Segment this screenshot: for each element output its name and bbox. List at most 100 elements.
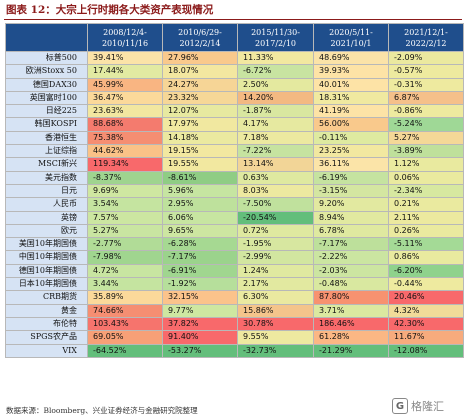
column-header: 2021/12/1- 2022/2/12	[388, 23, 464, 52]
value-cell: 2.17%	[237, 277, 314, 292]
value-cell: 19.15%	[162, 144, 238, 159]
value-cell: 3.71%	[313, 303, 389, 318]
row-label: 英镑	[5, 210, 88, 225]
row-label: 日本10年期国债	[5, 277, 88, 292]
column-header: 2020/5/11- 2021/10/1	[313, 23, 389, 52]
value-cell: 40.01%	[313, 77, 389, 92]
value-cell: 36.11%	[313, 157, 389, 172]
value-cell: 11.33%	[237, 50, 314, 66]
row-label: CRB期货	[5, 290, 88, 305]
value-cell: 5.27%	[87, 223, 163, 239]
value-cell: -2.99%	[237, 250, 314, 265]
value-cell: 45.99%	[87, 77, 163, 92]
value-cell: 0.26%	[388, 223, 464, 239]
value-cell: 20.46%	[388, 290, 464, 305]
value-cell: 0.63%	[237, 170, 314, 185]
value-cell: 30.78%	[237, 316, 314, 332]
table-row: 德国10年期国债 4.72% -6.91% 1.24% -2.03% -6.20%	[5, 263, 464, 279]
value-cell: 18.31%	[313, 90, 389, 106]
watermark-logo-icon: G	[392, 398, 408, 414]
value-cell: 35.89%	[87, 290, 163, 305]
value-cell: 14.20%	[237, 90, 314, 106]
table-row: 日本10年期国债 3.44% -1.92% 2.17% -0.48% -0.44%	[5, 277, 464, 292]
table-row: 英国富时100 36.47% 23.32% 14.20% 18.31% 6.87%	[5, 90, 464, 106]
value-cell: -7.17%	[313, 237, 389, 252]
value-cell: 9.20%	[313, 197, 389, 212]
value-cell: 6.87%	[388, 90, 464, 106]
watermark-text: 格隆汇	[411, 400, 444, 413]
row-label: 黄金	[5, 303, 88, 318]
value-cell: -7.50%	[237, 197, 314, 212]
value-cell: 3.44%	[87, 277, 163, 292]
value-cell: -53.27%	[162, 343, 238, 358]
table-row: 香港恒生 75.38% 14.18% 7.18% -0.11% 5.27%	[5, 130, 464, 146]
column-header: 2010/6/29- 2012/2/14	[162, 23, 238, 52]
column-header-end: 2017/2/10	[254, 38, 297, 48]
value-cell: 9.69%	[87, 183, 163, 199]
value-cell: 23.25%	[313, 144, 389, 159]
value-cell: 69.05%	[87, 330, 163, 345]
value-cell: -8.37%	[87, 170, 163, 185]
row-label: MSCI新兴	[5, 157, 88, 172]
row-label: 欧洲Stoxx 50	[5, 64, 88, 79]
value-cell: 0.86%	[388, 250, 464, 265]
value-cell: 14.18%	[162, 130, 238, 146]
row-label: 香港恒生	[5, 130, 88, 146]
value-cell: 27.96%	[162, 50, 238, 66]
value-cell: 1.24%	[237, 263, 314, 279]
table-row: 欧元 5.27% 9.65% 0.72% 6.78% 0.26%	[5, 223, 464, 239]
column-header-start: 2020/5/11-	[329, 27, 373, 37]
value-cell: -2.03%	[313, 263, 389, 279]
value-cell: 8.03%	[237, 183, 314, 199]
value-cell: -3.15%	[313, 183, 389, 199]
value-cell: -7.98%	[87, 250, 163, 265]
table-row: 标普500 39.41% 27.96% 11.33% 48.69% -2.09%	[5, 50, 464, 66]
column-header-start: 2008/12/4-	[103, 27, 147, 37]
row-label: 英国富时100	[5, 90, 88, 106]
value-cell: -0.86%	[388, 104, 464, 119]
table-row: 英镑 7.57% 6.06% -20.54% 8.94% 2.11%	[5, 210, 464, 225]
column-header-start: 2021/12/1-	[404, 27, 448, 37]
watermark: G 格隆汇	[392, 396, 462, 416]
value-cell: 41.19%	[313, 104, 389, 119]
value-cell: 2.11%	[388, 210, 464, 225]
value-cell: 23.63%	[87, 104, 163, 119]
value-cell: 36.47%	[87, 90, 163, 106]
table-row: 中国10年期国债 -7.98% -7.17% -2.99% -2.22% 0.86%	[5, 250, 464, 265]
column-header: 2015/11/30- 2017/2/10	[237, 23, 314, 52]
value-cell: 48.69%	[313, 50, 389, 66]
value-cell: -1.87%	[237, 104, 314, 119]
value-cell: 0.72%	[237, 223, 314, 239]
column-header-end: 2022/2/12	[405, 38, 447, 48]
table-row: 韩国KOSPI 88.68% 17.97% 4.17% 56.00% -5.24%	[5, 117, 464, 132]
value-cell: -0.44%	[388, 277, 464, 292]
figure-title: 图表 12：大宗上行时期各大类资产表现情况	[6, 4, 214, 16]
value-cell: 4.17%	[237, 117, 314, 132]
value-cell: 75.38%	[87, 130, 163, 146]
value-cell: -32.73%	[237, 343, 314, 358]
value-cell: -0.11%	[313, 130, 389, 146]
value-cell: -7.17%	[162, 250, 238, 265]
header-row: 2008/12/4- 2010/11/16 2010/6/29- 2012/2/14 2…	[5, 23, 464, 52]
column-header-end: 2012/2/14	[179, 38, 221, 48]
column-header: 2008/12/4- 2010/11/16	[87, 23, 163, 52]
value-cell: -7.22%	[237, 144, 314, 159]
header-corner	[5, 23, 88, 52]
value-cell: 0.06%	[388, 170, 464, 185]
value-cell: 2.95%	[162, 197, 238, 212]
value-cell: 13.14%	[237, 157, 314, 172]
row-label: 韩国KOSPI	[5, 117, 88, 132]
value-cell: 9.77%	[162, 303, 238, 318]
value-cell: -2.22%	[313, 250, 389, 265]
table-row: 黄金 74.66% 9.77% 15.86% 3.71% 4.32%	[5, 303, 464, 318]
table-row: 日经225 23.63% 12.07% -1.87% 41.19% -0.86%	[5, 104, 464, 119]
value-cell: 6.78%	[313, 223, 389, 239]
value-cell: 119.34%	[87, 157, 163, 172]
value-cell: 17.44%	[87, 64, 163, 79]
value-cell: -0.31%	[388, 77, 464, 92]
value-cell: 7.57%	[87, 210, 163, 225]
table-row: MSCI新兴 119.34% 19.55% 13.14% 36.11% 1.12%	[5, 157, 464, 172]
table-row: 德国DAX30 45.99% 24.27% 2.50% 40.01% -0.31%	[5, 77, 464, 92]
column-header-end: 2021/10/1	[330, 38, 372, 48]
value-cell: -5.11%	[388, 237, 464, 252]
